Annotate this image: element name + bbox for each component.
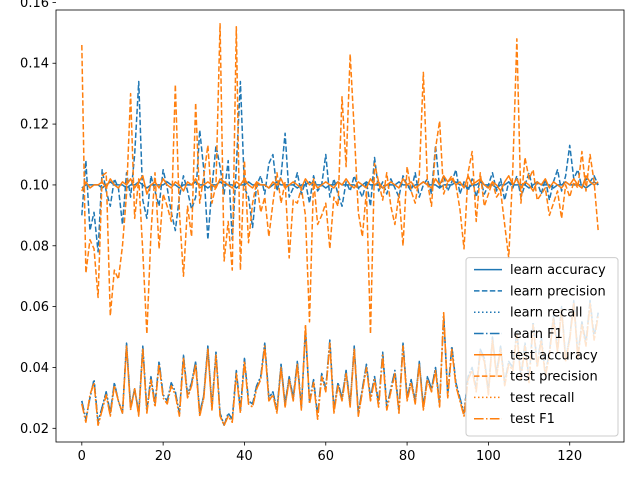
y-tick-label: 0.04	[20, 361, 49, 376]
legend-label: learn F1	[510, 327, 563, 342]
legend-label: test F1	[510, 412, 555, 427]
x-tick-label: 80	[399, 449, 416, 464]
axes-frame	[55, 9, 625, 443]
x-tick-label: 40	[236, 449, 253, 464]
x-tick-label: 120	[557, 449, 582, 464]
y-tick-label: 0.14	[20, 57, 49, 72]
y-tick-label: 0.16	[20, 0, 49, 11]
y-tick-label: 0.02	[20, 422, 49, 437]
y-tick-label: 0.08	[20, 239, 49, 254]
legend-label: learn recall	[510, 306, 582, 321]
legend-box	[465, 257, 619, 437]
x-axis: 0 20 40 60 80 100 120	[78, 442, 582, 464]
series-line-learn-precision	[81, 80, 599, 253]
series-line-test-precision	[81, 22, 599, 335]
x-tick-label: 100	[476, 449, 501, 464]
legend: learn accuracy learn precision learn recal…	[465, 257, 619, 437]
legend-label: test precision	[510, 370, 598, 385]
x-tick-label: 0	[78, 449, 86, 464]
x-tick-label: 60	[317, 449, 334, 464]
legend-label: learn precision	[510, 284, 606, 299]
y-axis: 0.02 0.04 0.06 0.08 0.10 0.12 0.14 0.16	[20, 0, 56, 437]
legend-label: test accuracy	[510, 348, 598, 363]
legend-label: learn accuracy	[510, 263, 606, 278]
y-tick-label: 0.10	[20, 178, 49, 193]
legend-label: test recall	[510, 391, 575, 406]
y-tick-label: 0.12	[20, 118, 49, 133]
y-tick-label: 0.06	[20, 300, 49, 315]
x-tick-label: 20	[155, 449, 172, 464]
series-line-test-f1	[81, 302, 599, 427]
